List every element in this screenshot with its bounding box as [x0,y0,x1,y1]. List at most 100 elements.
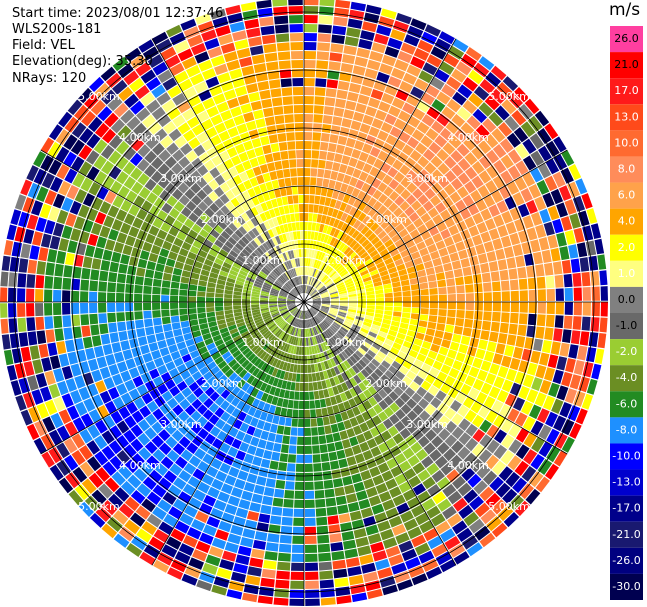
velocity-gate [308,328,312,337]
velocity-gate [1,255,11,271]
velocity-gate [421,254,432,263]
velocity-gate [304,526,317,535]
velocity-gate [117,273,127,284]
velocity-gate [399,274,409,281]
velocity-gate [244,519,258,530]
velocity-gate [27,182,41,199]
velocity-gate [305,310,308,319]
velocity-gate [243,584,259,595]
velocity-gate [79,445,93,461]
velocity-gate [334,486,345,497]
velocity-gate [113,241,124,254]
velocity-gate [332,335,340,343]
velocity-gate [422,62,438,76]
velocity-gate [560,216,573,231]
velocity-gate [317,543,331,553]
velocity-gate [8,303,17,318]
velocity-gate [338,513,351,524]
velocity-gate [274,24,289,34]
velocity-gate [264,230,271,240]
velocity-gate [449,252,460,262]
velocity-gate [462,266,472,276]
velocity-gate [322,276,329,283]
velocity-gate [257,360,265,370]
velocity-gate [246,425,256,436]
velocity-gate [490,65,507,81]
velocity-gate [240,537,254,548]
velocity-gate [344,204,353,214]
velocity-gate [175,456,188,469]
velocity-gate [172,404,184,416]
velocity-gate [419,422,431,435]
velocity-gate [328,269,335,277]
velocity-gate [399,80,413,94]
velocity-gate [452,333,462,343]
velocity-gate [311,150,320,159]
velocity-gate [274,188,282,198]
velocity-gate [330,294,339,298]
velocity-gate [32,359,44,374]
velocity-gate [254,280,263,286]
velocity-gate [366,298,375,302]
velocity-gate [231,331,240,339]
velocity-gate [258,513,271,524]
velocity-gate [271,451,281,461]
velocity-gate [411,162,424,175]
velocity-gate [470,458,484,473]
velocity-gate [376,422,387,434]
velocity-gate [195,341,206,350]
velocity-gate [183,86,197,100]
velocity-gate [485,180,498,194]
velocity-gate [234,143,246,154]
velocity-gate [177,100,191,114]
velocity-gate [252,166,262,176]
velocity-gate [478,102,494,117]
velocity-gate [164,330,174,339]
velocity-gate [61,225,73,240]
velocity-gate [224,226,234,236]
velocity-gate [436,148,450,162]
velocity-gate [313,250,318,259]
velocity-gate [352,65,366,76]
velocity-gate [375,305,384,310]
velocity-gate [443,236,455,247]
velocity-gate [394,473,407,486]
velocity-gate [466,115,481,130]
velocity-gate [418,70,434,84]
velocity-gate [285,344,291,353]
velocity-gate [367,362,377,371]
velocity-gate [0,271,9,287]
velocity-gate [284,177,292,187]
velocity-gate [317,324,324,333]
velocity-gate [232,262,242,270]
velocity-gate [207,46,223,59]
velocity-gate [78,161,93,176]
velocity-gate [522,172,536,187]
velocity-gate [425,84,440,98]
velocity-gate [85,347,96,360]
velocity-gate [316,51,330,61]
velocity-gate [134,311,143,320]
velocity-gate [316,325,322,334]
velocity-gate [117,321,127,332]
velocity-gate [251,548,265,559]
velocity-gate [449,341,460,352]
velocity-gate [288,305,296,310]
velocity-gate [464,409,477,423]
velocity-gate [349,239,358,249]
velocity-gate [313,204,319,213]
velocity-gate [512,477,527,494]
velocity-gate [287,250,293,260]
velocity-gate [322,224,329,234]
velocity-gate [440,228,451,240]
velocity-gate [515,255,526,268]
velocity-gate [289,326,295,335]
velocity-gate [172,92,187,106]
velocity-gate [67,351,78,365]
velocity-gate [290,290,298,297]
velocity-gate [299,213,304,222]
velocity-gate [328,287,337,293]
velocity-gate [234,39,249,50]
velocity-gate [172,114,186,128]
